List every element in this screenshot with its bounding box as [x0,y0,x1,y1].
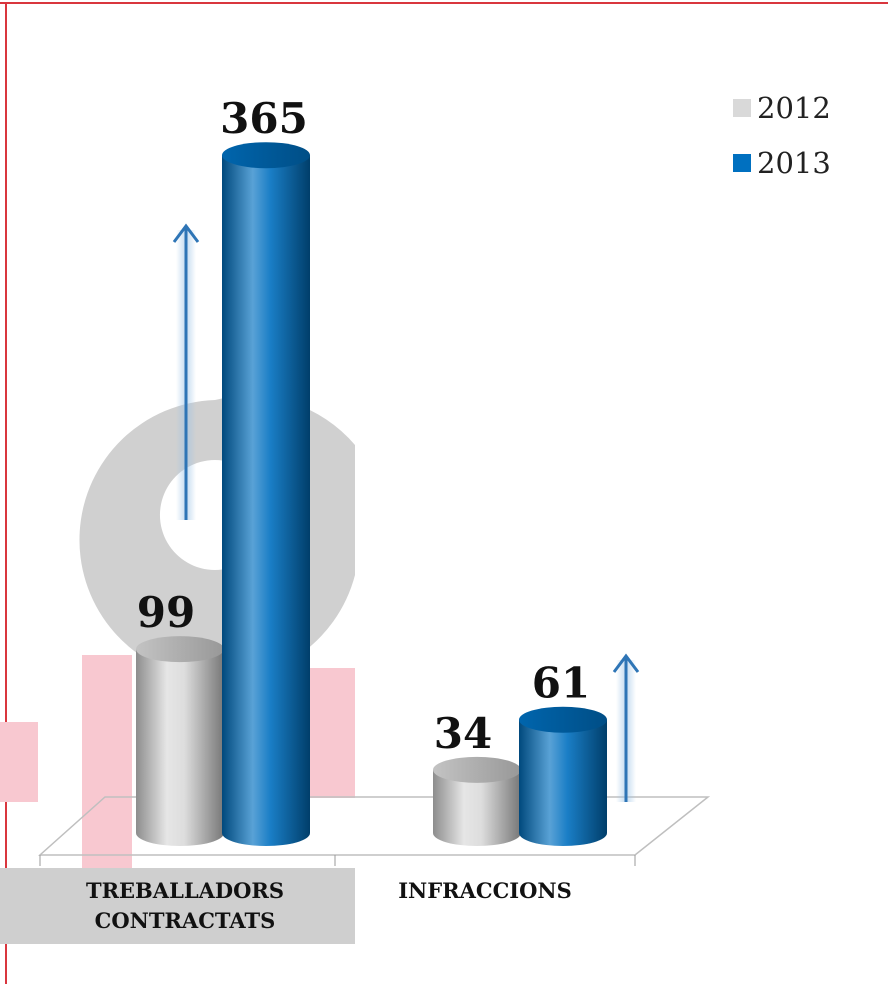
arrow [172,223,200,520]
cylinder-top [222,142,310,169]
value-label: 365 [220,94,308,143]
cylinder-top [136,636,224,663]
legend-label: 2012 [757,91,831,125]
legend-label: 2013 [757,146,831,180]
floor [38,796,711,856]
value-label: 34 [434,709,492,758]
value-label: 61 [532,659,590,708]
watermark-shape [0,722,38,802]
arrow [612,653,640,802]
cylinder [136,649,224,846]
cylinder-top [519,706,607,733]
watermark-shape [82,655,132,870]
watermark-ring [79,395,356,680]
legend-swatch [733,154,751,172]
cylinder [433,769,521,846]
cylinder-top [433,756,521,783]
value-label: 99 [137,588,195,637]
x-tick-label: INFRACCIONS [398,878,572,903]
x-tick-label: TREBALLADORS CONTRACTATS [85,878,285,933]
cylinder [519,719,607,846]
legend-swatch [733,99,751,117]
label-band [0,868,355,944]
cylinder [222,155,310,846]
